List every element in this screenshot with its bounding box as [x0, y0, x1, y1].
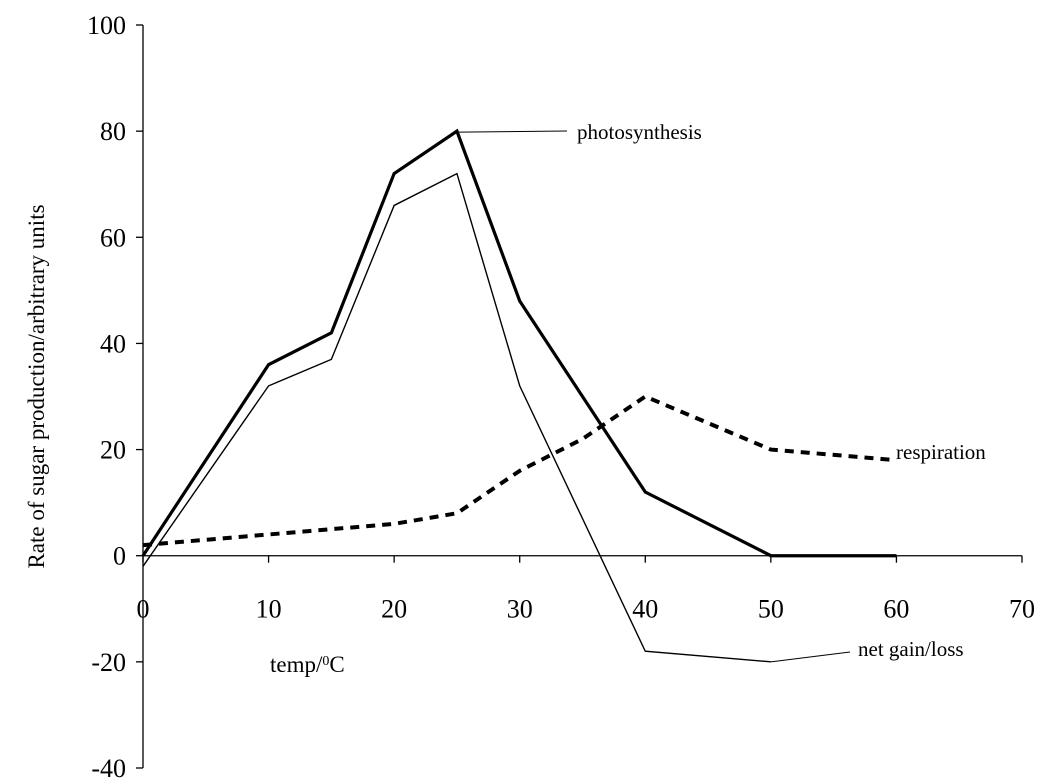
- series-line-respiration: [142, 394, 897, 548]
- x-tick-label: 20: [381, 595, 407, 624]
- y-axis-title: Rate of sugar production/arbitrary units: [24, 204, 49, 568]
- y-tick-label: 20: [100, 436, 126, 465]
- annotation-leader: [458, 130, 568, 133]
- x-tick-label: 30: [507, 595, 533, 624]
- y-tick-label: -40: [91, 754, 126, 783]
- annotation-leaders: [458, 130, 851, 663]
- annotation-photosynthesis: photosynthesis: [577, 120, 702, 144]
- y-tick-label: 0: [113, 542, 126, 571]
- x-tick-label: 0: [137, 595, 150, 624]
- x-tick-label: 70: [1009, 595, 1035, 624]
- annotation-net-gain-loss: net gain/loss: [858, 637, 964, 661]
- series-line-net-gain-loss: [142, 172, 771, 663]
- x-tick-label: 50: [758, 595, 784, 624]
- y-tick-label: 40: [100, 329, 126, 358]
- x-axis-title: temp/0C: [270, 652, 345, 677]
- x-tick-label: 40: [632, 595, 658, 624]
- series-line-photosynthesis: [141, 128, 897, 558]
- annotation-respiration: respiration: [896, 440, 986, 464]
- y-tick-label: -20: [91, 648, 126, 677]
- y-tick-label: 60: [100, 223, 126, 252]
- series-layer: [141, 128, 897, 663]
- y-ticks: -40 -20 0 20 40 60 80 100: [87, 11, 143, 783]
- x-tick-label: 10: [256, 595, 282, 624]
- x-tick-label: 60: [883, 595, 909, 624]
- y-tick-label: 80: [100, 117, 126, 146]
- y-tick-label: 100: [87, 11, 126, 40]
- x-ticks: 0 10 20 30 40 50 60 70: [137, 555, 1035, 624]
- annotation-leader: [770, 651, 851, 663]
